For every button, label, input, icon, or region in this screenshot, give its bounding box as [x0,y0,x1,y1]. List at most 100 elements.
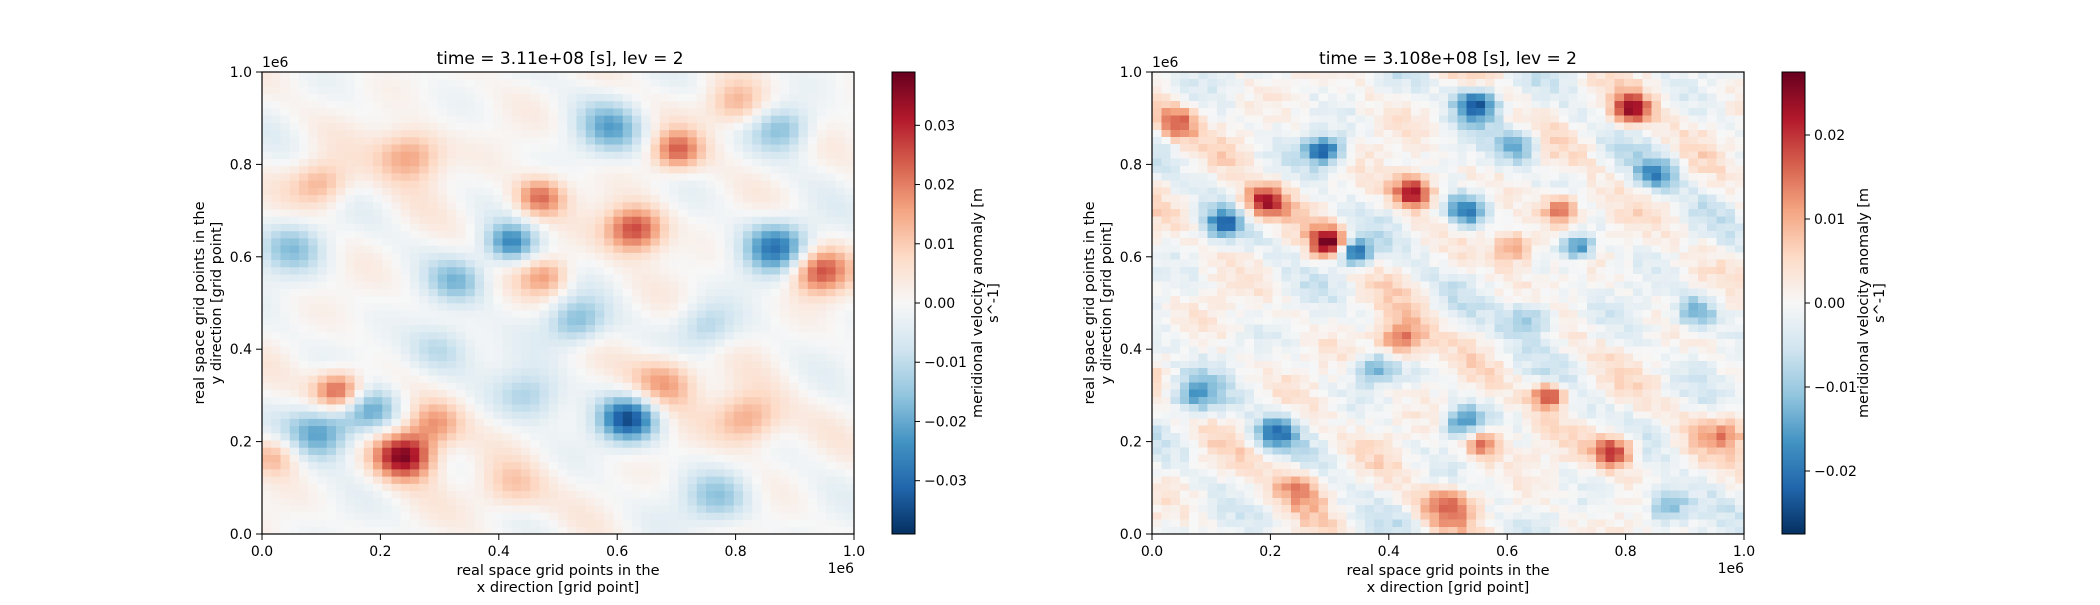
heatmap-cell [308,274,318,282]
heatmap-cell [373,245,383,253]
heatmap-cell [521,397,531,405]
heatmap-cell [318,159,328,167]
heatmap-cell [355,115,365,123]
heatmap-cell [503,123,513,131]
heatmap-cell [632,281,642,289]
heatmap-cell [521,166,531,174]
heatmap-cell [447,462,457,470]
heatmap-cell [355,303,365,311]
heatmap-cell [1180,498,1189,505]
heatmap-cell [623,520,633,528]
heatmap-cell [271,209,281,217]
heatmap-cell [1374,483,1383,490]
heatmap-cell [484,520,494,528]
heatmap-cell [1522,469,1531,476]
heatmap-cell [752,188,762,196]
heatmap-cell [697,202,707,210]
heatmap-cell [743,173,753,181]
heatmap-cell [715,281,725,289]
heatmap-cell [1161,527,1170,534]
heatmap-cell [281,274,291,282]
heatmap-cell [262,173,272,181]
heatmap-cell [1670,469,1679,476]
heatmap-cell [540,195,550,203]
heatmap-cell [688,202,698,210]
heatmap-cell [475,491,485,499]
heatmap-cell [1679,440,1688,447]
heatmap-cell [771,180,781,188]
heatmap-cell [299,144,309,152]
heatmap-cell [1365,498,1374,505]
heatmap-cell [808,404,818,412]
heatmap-cell [327,447,337,455]
heatmap-cell [632,455,642,463]
heatmap-cell [410,231,420,239]
heatmap-cell [1624,440,1633,447]
heatmap-cell [281,498,291,506]
heatmap-cell [651,512,661,520]
heatmap-cell [475,419,485,427]
heatmap-cell [771,382,781,390]
heatmap-cell [641,303,651,311]
heatmap-cell [762,231,772,239]
heatmap-cell [1716,483,1725,490]
heatmap-cell [466,411,476,419]
heatmap-cell [604,483,614,491]
heatmap-cell [669,202,679,210]
heatmap-cell [1430,455,1439,462]
heatmap-cell [262,123,272,131]
heatmap-cell [456,440,466,448]
heatmap-cell [299,231,309,239]
heatmap-cell [308,296,318,304]
heatmap-cell [382,188,392,196]
heatmap-cell [641,332,651,340]
heatmap-cell [697,238,707,246]
heatmap-cell [567,144,577,152]
heatmap-cell [530,260,540,268]
heatmap-cell [1726,512,1735,519]
heatmap-cell [290,209,300,217]
heatmap-cell [336,411,346,419]
heatmap-cell [771,202,781,210]
heatmap-cell [1198,527,1207,534]
heatmap-cell [466,390,476,398]
heatmap-cell [345,512,355,520]
heatmap-cell [1161,520,1170,527]
heatmap-cell [530,325,540,333]
heatmap-cell [752,505,762,513]
heatmap-cell [1476,447,1485,454]
heatmap-cell [1550,520,1559,527]
heatmap-cell [697,289,707,297]
heatmap-cell [836,375,846,383]
heatmap-cell [1300,498,1309,505]
heatmap-cell [271,317,281,325]
heatmap-cell [1346,447,1355,454]
heatmap-cell [762,368,772,376]
heatmap-cell [558,231,568,239]
heatmap-cell [475,390,485,398]
x-tick-label: 0.2 [369,544,391,560]
heatmap-cell [355,79,365,87]
heatmap-cell [299,419,309,427]
heatmap-cell [1605,455,1614,462]
heatmap-cell [1457,462,1466,469]
heatmap-cell [577,202,587,210]
heatmap-cell [1420,512,1429,519]
heatmap-cell [836,151,846,159]
heatmap-cell [262,216,272,224]
heatmap-cell [697,159,707,167]
heatmap-cell [318,274,328,282]
heatmap-cell [586,72,596,80]
heatmap-cell [281,469,291,477]
heatmap-cell [826,346,836,354]
heatmap-cell [1513,527,1522,534]
heatmap-cell [660,303,670,311]
heatmap-cell [355,397,365,405]
heatmap-cell [1531,498,1540,505]
heatmap-cell [299,159,309,167]
heatmap-cell [1531,491,1540,498]
heatmap-cell [1374,469,1383,476]
heatmap-cell [456,505,466,513]
heatmap-cell [614,267,624,275]
heatmap-cell [586,426,596,434]
